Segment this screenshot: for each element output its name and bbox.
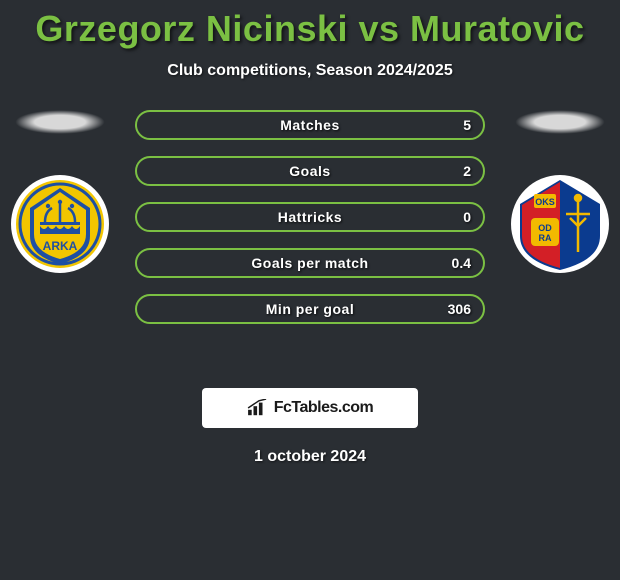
stat-label: Goals per match [251,255,368,271]
arka-crest-icon: ARKA [10,174,110,274]
stat-right-value: 0 [463,209,471,225]
stat-label: Goals [289,163,330,179]
comparison-main: ARKA Matches 5 Goals 2 Hattricks 0 Goals… [0,110,620,370]
stat-right-value: 2 [463,163,471,179]
stat-right-value: 5 [463,117,471,133]
stat-row-goals: Goals 2 [135,156,485,186]
stat-row-goals-per-match: Goals per match 0.4 [135,248,485,278]
branding-text: FcTables.com [274,399,374,417]
svg-text:RA: RA [539,233,552,243]
comparison-subtitle: Club competitions, Season 2024/2025 [0,62,620,80]
snapshot-date: 1 october 2024 [0,448,620,466]
stat-right-value: 306 [448,301,471,317]
club-badge-arka: ARKA [10,174,110,274]
svg-text:ARKA: ARKA [43,239,78,253]
club-badge-odra: OKS OD RA [510,174,610,274]
player-left-panel: ARKA [10,110,110,274]
stat-label: Min per goal [266,301,354,317]
stat-row-matches: Matches 5 [135,110,485,140]
odra-crest-icon: OKS OD RA [510,174,610,274]
stats-bars: Matches 5 Goals 2 Hattricks 0 Goals per … [135,110,485,340]
player-right-avatar-placeholder [515,110,605,134]
player-left-avatar-placeholder [15,110,105,134]
stat-right-value: 0.4 [452,255,471,271]
stat-row-min-per-goal: Min per goal 306 [135,294,485,324]
svg-text:OKS: OKS [535,197,555,207]
comparison-title: Grzegorz Nicinski vs Muratovic [0,0,620,50]
stat-label: Matches [280,117,340,133]
player-right-panel: OKS OD RA [510,110,610,274]
stat-label: Hattricks [278,209,342,225]
svg-text:OD: OD [538,223,552,233]
branding-link[interactable]: FcTables.com [202,388,418,428]
bar-chart-icon [247,399,269,417]
stat-row-hattricks: Hattricks 0 [135,202,485,232]
